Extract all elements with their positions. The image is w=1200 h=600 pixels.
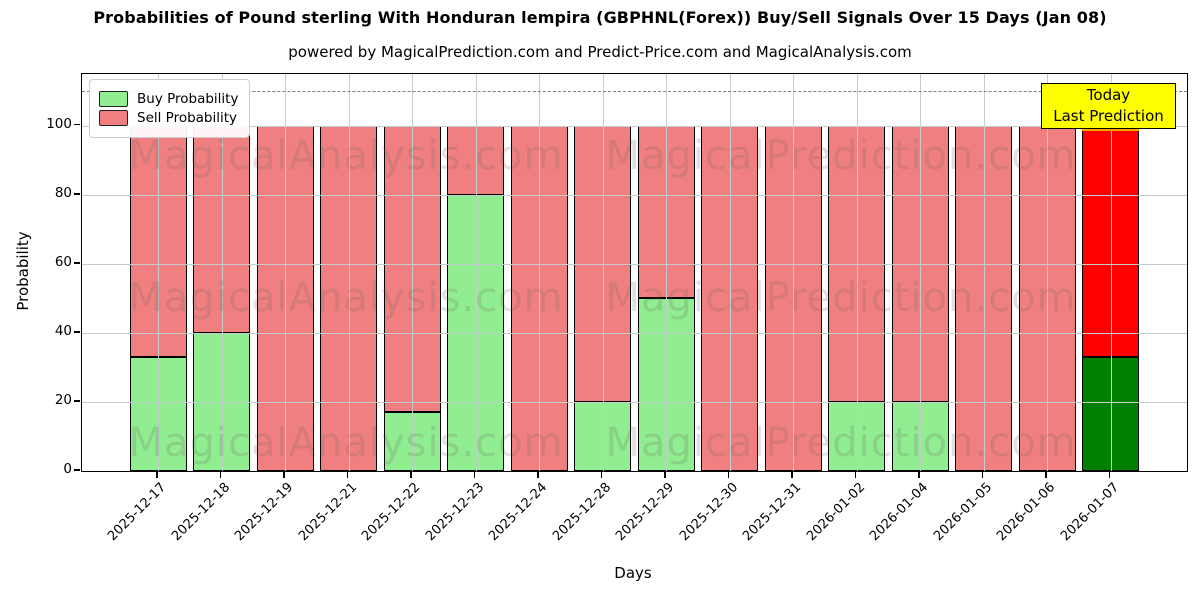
x-tick-mark bbox=[664, 471, 666, 478]
annotation-line1: Today bbox=[1086, 86, 1131, 104]
x-tick-mark bbox=[727, 471, 730, 478]
x-axis-label: Days bbox=[614, 564, 652, 582]
x-tick-mark bbox=[918, 471, 920, 478]
y-tick-mark bbox=[74, 331, 80, 333]
y-tick-label: 40 bbox=[54, 322, 72, 339]
y-tick-mark bbox=[74, 262, 80, 264]
y-tick-mark bbox=[74, 124, 80, 126]
v-gridline bbox=[920, 74, 921, 471]
y-tick-label: 80 bbox=[54, 184, 72, 201]
v-gridline bbox=[285, 74, 286, 471]
dashed-threshold-line bbox=[82, 91, 1187, 93]
x-tick-label: 2026-01-05 bbox=[931, 480, 996, 545]
x-tick-label: 2025-12-30 bbox=[677, 480, 742, 545]
x-tick-label: 2025-12-31 bbox=[740, 480, 805, 545]
v-gridline bbox=[602, 74, 604, 471]
watermark-right: MagicalPrediction.com bbox=[605, 420, 1077, 466]
y-tick-mark bbox=[74, 400, 80, 402]
h-gridline bbox=[82, 332, 1187, 334]
v-gridline bbox=[1110, 74, 1112, 471]
x-tick-mark bbox=[283, 471, 285, 478]
v-gridline bbox=[666, 74, 667, 471]
v-gridline bbox=[1047, 74, 1048, 471]
h-gridline bbox=[82, 401, 1187, 403]
chart-subtitle: powered by MagicalPrediction.com and Pre… bbox=[288, 43, 912, 61]
x-tick-mark bbox=[219, 471, 222, 478]
x-tick-label: 2026-01-07 bbox=[1058, 480, 1123, 545]
x-tick-mark bbox=[156, 471, 158, 478]
x-tick-label: 2026-01-02 bbox=[804, 480, 869, 545]
h-gridline bbox=[82, 263, 1187, 265]
legend: Buy Probability Sell Probability bbox=[89, 79, 251, 138]
chart-layers: MagicalAnalysis.com MagicalPrediction.com… bbox=[82, 74, 1187, 471]
x-tick-mark bbox=[854, 471, 857, 478]
v-gridline bbox=[539, 74, 540, 471]
legend-item-buy: Buy Probability bbox=[99, 91, 238, 107]
v-gridline bbox=[221, 74, 223, 471]
x-tick-label: 2025-12-28 bbox=[550, 480, 615, 545]
x-tick-label: 2025-12-23 bbox=[423, 480, 488, 545]
watermark-left: MagicalAnalysis.com bbox=[128, 420, 564, 466]
chart-title: Probabilities of Pound sterling With Hon… bbox=[93, 8, 1107, 27]
x-tick-mark bbox=[537, 471, 539, 478]
y-tick-label: 60 bbox=[54, 253, 72, 270]
watermark-right: MagicalPrediction.com bbox=[605, 133, 1077, 179]
y-tick-label: 0 bbox=[63, 461, 72, 477]
x-tick-mark bbox=[346, 471, 349, 478]
y-tick-mark bbox=[74, 193, 80, 195]
x-tick-label: 2025-12-21 bbox=[296, 480, 361, 545]
v-gridline bbox=[158, 74, 159, 471]
plot-area: MagicalAnalysis.com MagicalPrediction.com… bbox=[81, 73, 1188, 472]
watermark-left: MagicalAnalysis.com bbox=[128, 133, 564, 179]
y-tick-label: 100 bbox=[46, 115, 72, 132]
x-tick-mark bbox=[600, 471, 603, 478]
legend-label-buy: Buy Probability bbox=[137, 91, 239, 107]
annotation-line2: Last Prediction bbox=[1053, 107, 1164, 125]
v-gridline bbox=[348, 74, 350, 471]
x-tick-label: 2025-12-19 bbox=[232, 480, 297, 545]
v-gridline bbox=[793, 74, 794, 471]
v-gridline bbox=[856, 74, 858, 471]
today-annotation: Today Last Prediction bbox=[1041, 83, 1176, 129]
y-tick-mark bbox=[74, 469, 80, 471]
x-tick-mark bbox=[1045, 471, 1047, 478]
v-gridline bbox=[412, 74, 413, 471]
x-tick-mark bbox=[791, 471, 793, 478]
x-tick-mark bbox=[1108, 471, 1111, 478]
sell-probability-swatch bbox=[99, 110, 128, 126]
legend-item-sell: Sell Probability bbox=[99, 110, 238, 126]
watermark-left: MagicalAnalysis.com bbox=[128, 275, 564, 321]
legend-label-sell: Sell Probability bbox=[137, 110, 238, 126]
v-gridline bbox=[475, 74, 477, 471]
x-tick-label: 2026-01-06 bbox=[994, 480, 1059, 545]
x-tick-mark bbox=[473, 471, 476, 478]
x-tick-label: 2025-12-18 bbox=[169, 480, 234, 545]
x-tick-label: 2025-12-24 bbox=[486, 480, 551, 545]
v-gridline bbox=[983, 74, 985, 471]
y-tick-label: 20 bbox=[54, 391, 72, 408]
x-tick-label: 2025-12-29 bbox=[613, 480, 678, 545]
h-gridline bbox=[82, 194, 1187, 196]
v-gridline bbox=[729, 74, 731, 471]
buy-probability-swatch bbox=[99, 91, 128, 107]
y-axis-label: Probability bbox=[14, 231, 32, 311]
x-tick-mark bbox=[981, 471, 984, 478]
h-gridline bbox=[82, 125, 1187, 127]
x-tick-label: 2025-12-22 bbox=[359, 480, 424, 545]
x-tick-mark bbox=[410, 471, 412, 478]
x-tick-label: 2026-01-04 bbox=[867, 480, 932, 545]
watermark-right: MagicalPrediction.com bbox=[605, 275, 1077, 321]
x-tick-label: 2025-12-17 bbox=[105, 480, 170, 545]
